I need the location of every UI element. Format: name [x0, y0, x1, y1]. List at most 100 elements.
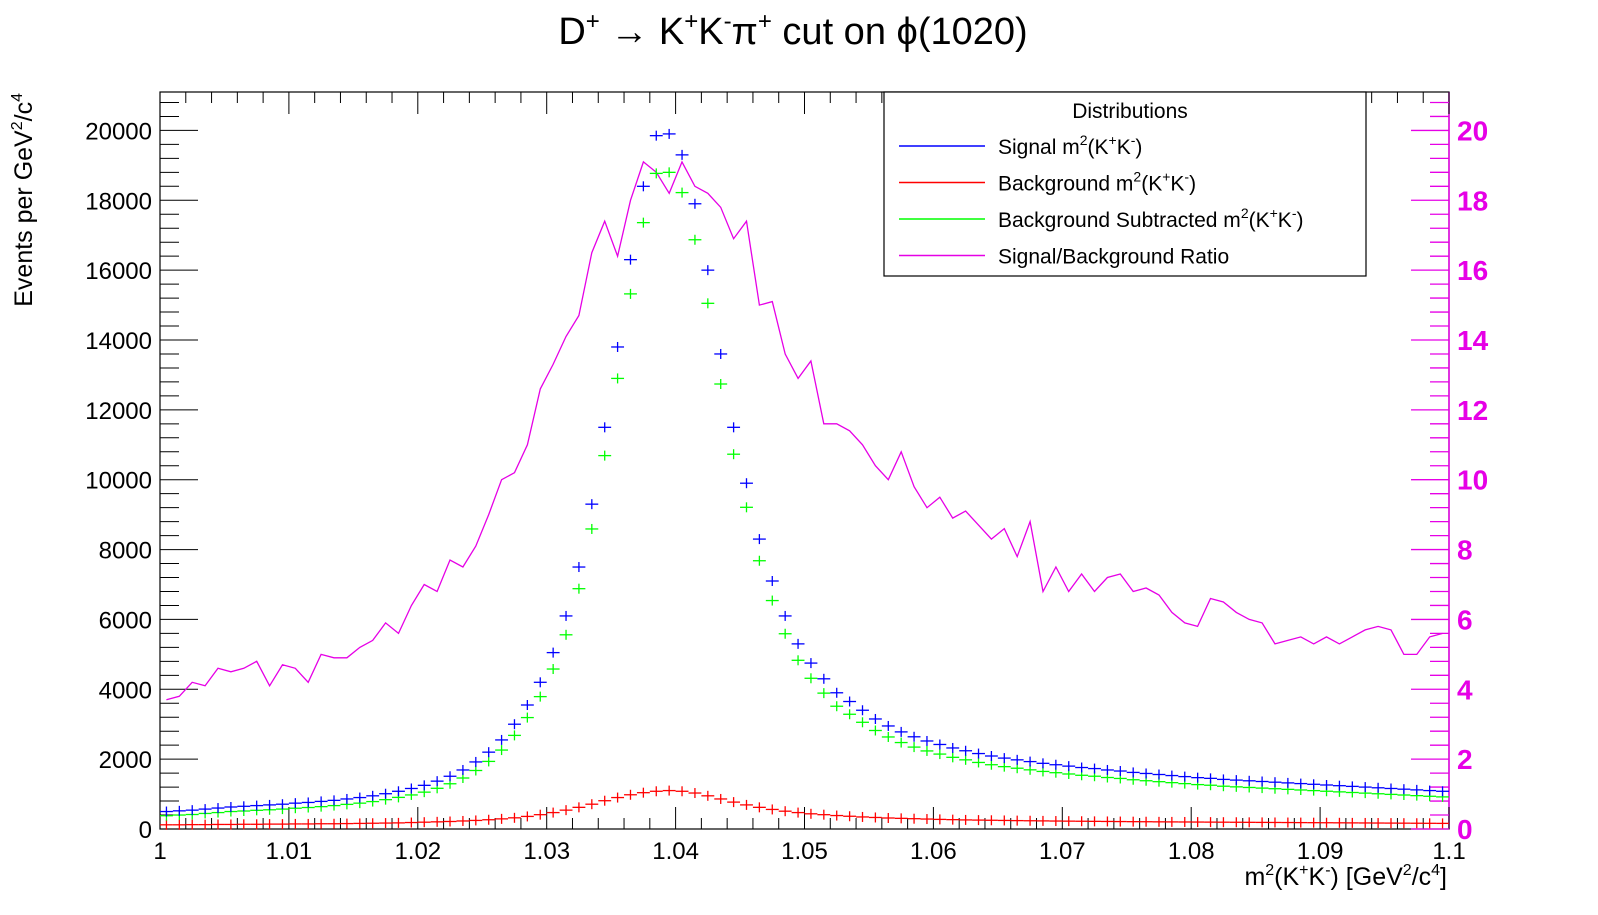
subtracted-point — [727, 449, 741, 460]
y-tick-label: 14000 — [85, 328, 152, 355]
y-tick-label: 10000 — [85, 468, 152, 495]
background-point — [1397, 818, 1411, 829]
y-axis-right: 0 2 4 6 8 10 12 14 16 18 20 — [1411, 101, 1489, 845]
subtracted-point — [894, 737, 908, 748]
background-point — [1204, 817, 1217, 828]
background-point — [1307, 817, 1321, 828]
x-tick-label: 1.07 — [1039, 838, 1086, 865]
signal-point — [1152, 769, 1166, 780]
background-point — [997, 815, 1011, 826]
signal-point — [353, 792, 367, 803]
background-point — [752, 802, 766, 813]
y-tick-label: 6000 — [99, 607, 152, 634]
signal-point — [1062, 761, 1076, 772]
background-point — [624, 789, 637, 800]
background-point — [482, 814, 496, 825]
background-point — [1410, 818, 1424, 829]
subtracted-point — [984, 759, 998, 770]
background-point — [636, 787, 650, 798]
background-point — [1100, 816, 1114, 827]
signal-point — [1320, 779, 1333, 790]
signal-point — [1345, 781, 1359, 792]
subtracted-point — [817, 688, 831, 699]
background-point — [1010, 815, 1024, 826]
background-point — [456, 815, 470, 826]
subtracted-point — [611, 373, 625, 384]
y2-tick-label: 12 — [1457, 395, 1488, 426]
background-point — [1036, 815, 1050, 826]
signal-point — [1010, 754, 1024, 765]
signal-point — [263, 799, 277, 810]
y2-tick-label: 0 — [1457, 814, 1473, 845]
background-point — [984, 815, 998, 826]
background-point — [598, 795, 612, 806]
signal-point — [894, 726, 908, 737]
legend-entry: Background m2(K+K-) — [899, 169, 1196, 196]
signal-point — [314, 796, 328, 807]
signal-point — [1423, 785, 1437, 796]
chart-title: D+ → K+K-π+ cut on ϕ(1020) — [558, 8, 1027, 53]
signal-point — [224, 801, 238, 812]
background-point — [843, 811, 857, 822]
series-signal — [160, 128, 1449, 817]
signal-point — [404, 783, 418, 794]
signal-point — [856, 705, 869, 716]
background-point — [1139, 816, 1153, 827]
y-axis-label: Events per GeV2/c4 — [9, 93, 38, 307]
y2-tick-label: 10 — [1457, 465, 1488, 496]
background-point — [1242, 817, 1256, 828]
background-point — [1049, 816, 1063, 827]
background-point — [353, 818, 367, 829]
signal-point — [1229, 775, 1243, 786]
signal-point — [1268, 777, 1282, 788]
signal-point — [392, 786, 405, 797]
x-tick-label: 1.09 — [1297, 838, 1344, 865]
y2-tick-label: 16 — [1457, 255, 1488, 286]
signal-point — [443, 771, 457, 782]
signal-point — [237, 801, 251, 812]
signal-point — [972, 748, 985, 759]
background-point — [520, 811, 534, 822]
subtracted-point — [868, 725, 882, 736]
background-point — [675, 786, 689, 797]
x-axis-label: m2(K+K-) [GeV2/c4] — [1244, 862, 1447, 891]
signal-point — [301, 797, 315, 808]
signal-point — [250, 800, 264, 811]
background-point — [1371, 818, 1385, 829]
background-point — [172, 819, 186, 830]
background-point — [366, 818, 380, 829]
x-tick-label: 1.04 — [652, 838, 699, 865]
signal-point — [585, 499, 599, 510]
signal-point — [366, 790, 380, 801]
series-layer — [160, 128, 1449, 830]
x-tick-label: 1.02 — [394, 838, 441, 865]
legend-entry: Background Subtracted m2(K+K-) — [899, 205, 1303, 232]
background-point — [1023, 815, 1037, 826]
subtracted-point — [997, 761, 1011, 772]
signal-point — [1358, 782, 1372, 793]
signal-point — [482, 747, 496, 758]
background-point — [327, 818, 341, 829]
background-point — [1268, 817, 1282, 828]
signal-point — [881, 720, 895, 731]
background-point — [1332, 817, 1346, 828]
background-point — [1436, 818, 1449, 829]
subtracted-point — [765, 595, 779, 606]
background-point — [830, 810, 844, 821]
background-point — [1088, 816, 1101, 827]
background-point — [959, 814, 973, 825]
background-point — [714, 793, 728, 804]
background-point — [276, 819, 289, 830]
signal-point — [1165, 770, 1179, 781]
background-point — [1255, 817, 1269, 828]
signal-point — [276, 799, 289, 810]
subtracted-point — [959, 754, 973, 765]
signal-point — [1126, 767, 1140, 778]
background-point — [379, 818, 393, 829]
signal-point — [288, 798, 302, 809]
signal-point — [572, 562, 586, 573]
background-point — [1281, 817, 1295, 828]
signal-point — [1371, 782, 1385, 793]
x-tick-label: 1.03 — [523, 838, 570, 865]
legend: Distributions Signal m2(K+K-) Background … — [883, 91, 1367, 277]
